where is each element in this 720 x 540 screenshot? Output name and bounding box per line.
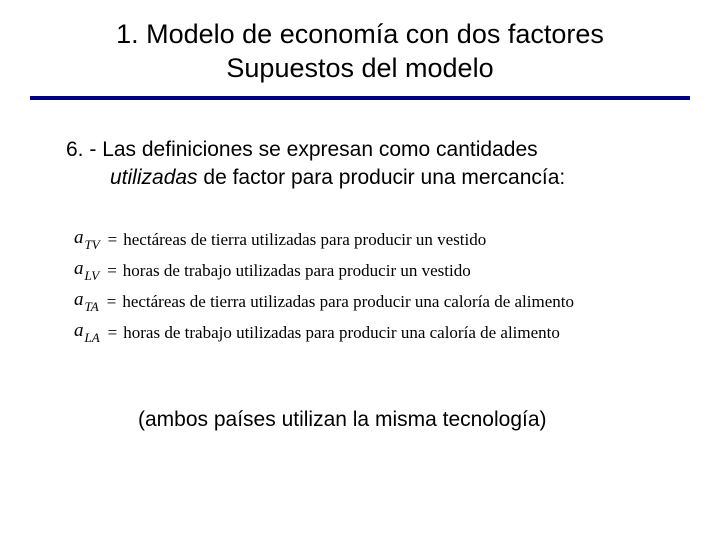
slide-body: 6. - Las definiciones se expresan como c… [30,100,690,433]
coefficient-subscript: TV [84,228,100,251]
coefficient-a: a [74,259,84,278]
definition-row: aTA=hectáreas de tierra utilizadas para … [74,290,670,313]
item-text-line-2: utilizadas de factor para producir una m… [66,164,670,192]
coefficient-symbol: aLV [74,259,99,282]
equals-sign: = [100,230,124,250]
slide-title-line-2: Supuestos del modelo [30,52,690,86]
definition-row: aLA=horas de trabajo utilizadas para pro… [74,321,670,344]
coefficient-subscript: TA [84,290,99,313]
definition-text: horas de trabajo utilizadas para produci… [123,323,560,343]
coefficient-symbol: aLA [74,321,100,344]
item-number: 6. - [66,138,96,161]
coefficient-a: a [74,321,84,340]
slide: 1. Modelo de economía con dos factores S… [0,0,720,540]
footer-note: (ambos países utilizan la misma tecnolog… [66,352,670,432]
slide-title-line-1: 1. Modelo de economía con dos factores [30,18,690,52]
item-text-part-1: Las definiciones se expresan como cantid… [102,138,537,161]
coefficient-a: a [74,290,84,309]
equals-sign: = [99,292,123,312]
footer-note-text: (ambos países utilizan la misma tecnolog… [138,408,547,431]
coefficient-symbol: aTA [74,290,99,313]
assumption-item-6: 6. - Las definiciones se expresan como c… [66,136,670,193]
coefficient-definitions: aTV=hectáreas de tierra utilizadas para … [66,192,670,344]
definition-row: aLV=horas de trabajo utilizadas para pro… [74,259,670,282]
coefficient-symbol: aTV [74,228,100,251]
equals-sign: = [100,323,124,343]
coefficient-a: a [74,228,84,247]
coefficient-subscript: LV [84,259,100,282]
equals-sign: = [99,261,123,281]
definition-text: hectáreas de tierra utilizadas para prod… [123,230,486,250]
definition-text: horas de trabajo utilizadas para produci… [123,261,471,281]
definition-row: aTV=hectáreas de tierra utilizadas para … [74,228,670,251]
coefficient-subscript: LA [84,321,100,344]
definition-text: hectáreas de tierra utilizadas para prod… [122,292,574,312]
slide-title-block: 1. Modelo de economía con dos factores S… [30,18,690,100]
item-text-italic: utilizadas [110,166,198,189]
item-text-part-2: de factor para producir una mercancía: [198,166,566,189]
